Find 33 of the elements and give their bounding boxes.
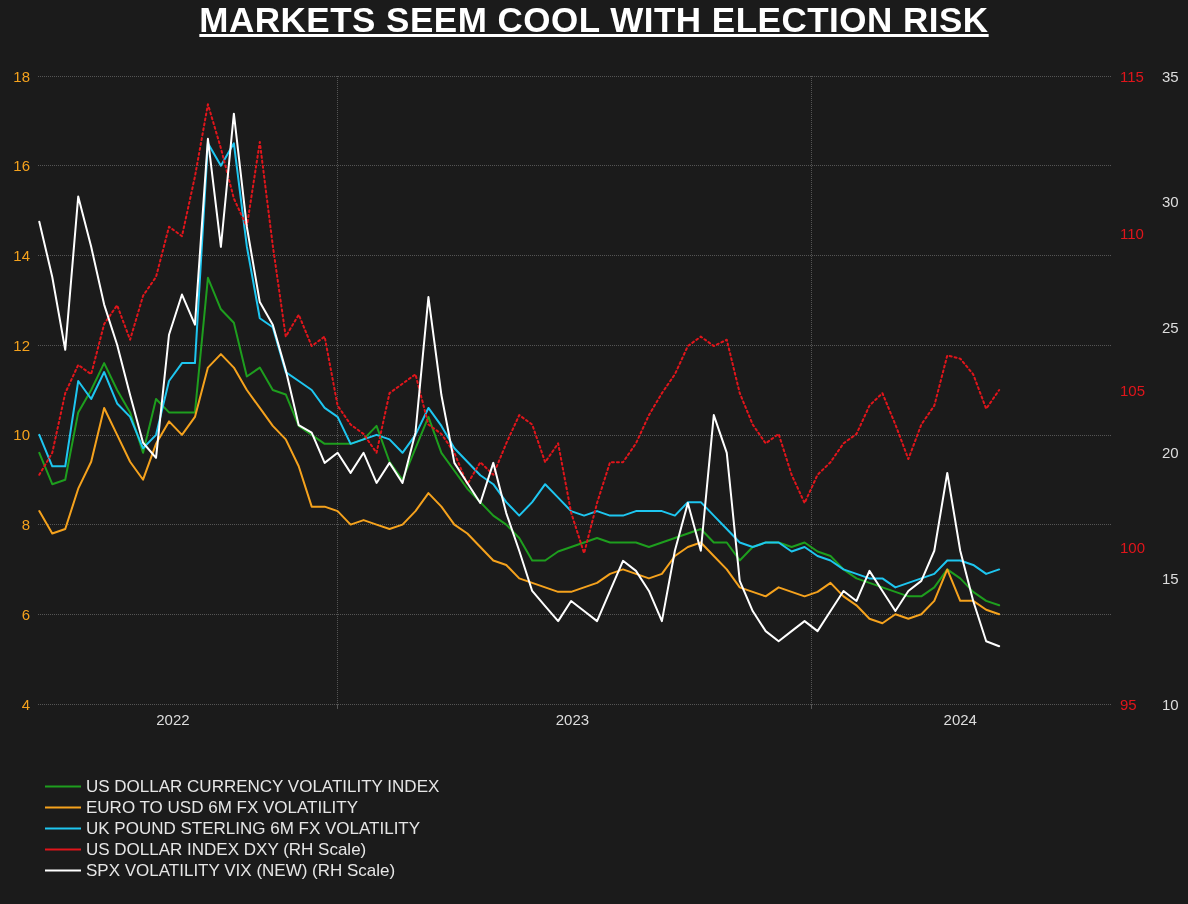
line-series — [38, 142, 1001, 589]
y3-tick-label: 10 — [1162, 695, 1179, 713]
y-tick-label: 10 — [13, 426, 30, 444]
y-tick-label: 4 — [21, 695, 30, 713]
line-series — [38, 353, 1001, 625]
y-tick-label: 16 — [13, 157, 30, 175]
legend-label: US DOLLAR INDEX DXY (RH Scale) — [86, 840, 367, 859]
y2-tick-label: 95 — [1120, 695, 1137, 713]
x-tick-label: 2022 — [156, 711, 190, 728]
y2-tick-label: 115 — [1120, 67, 1144, 85]
legend-label: UK POUND STERLING 6M FX VOLATILITY — [86, 819, 421, 838]
x-tick-label: 2024 — [943, 711, 977, 728]
line-series — [38, 276, 1001, 607]
x-tick-label: 2023 — [555, 711, 590, 728]
y3-tick-label: 30 — [1162, 193, 1179, 211]
y3-tick-label: 35 — [1162, 67, 1179, 85]
y3-tick-label: 15 — [1162, 569, 1179, 587]
y-tick-label: 18 — [13, 67, 30, 85]
y3-tick-label: 20 — [1162, 444, 1179, 462]
y-tick-label: 8 — [21, 516, 30, 534]
line-series — [38, 103, 1001, 555]
y2-tick-label: 105 — [1120, 381, 1146, 399]
y-tick-label: 6 — [21, 605, 30, 623]
y2-tick-label: 110 — [1120, 224, 1144, 242]
y3-tick-label: 25 — [1162, 318, 1179, 336]
legend-label: EURO TO USD 6M FX VOLATILITY — [86, 798, 359, 817]
y-tick-label: 14 — [13, 246, 30, 264]
legend-label: US DOLLAR CURRENCY VOLATILITY INDEX — [86, 777, 440, 796]
y-tick-label: 12 — [13, 336, 30, 354]
chart-title: MARKETS SEEM COOL WITH ELECTION RISK — [198, 0, 990, 41]
legend-label: SPX VOLATILITY VIX (NEW) (RH Scale) — [86, 861, 396, 880]
line-series — [38, 112, 1001, 648]
y2-tick-label: 100 — [1120, 538, 1146, 556]
